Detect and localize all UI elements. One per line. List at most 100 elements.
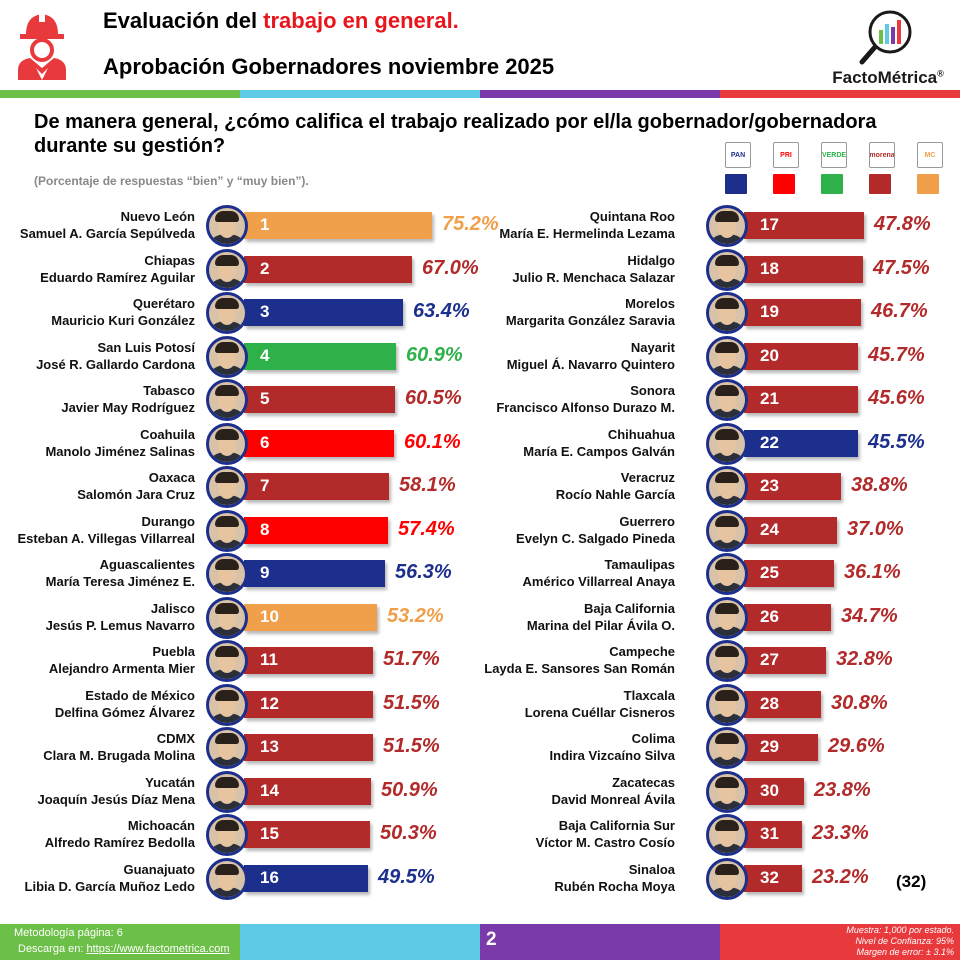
rank-number: 11 <box>260 650 278 669</box>
governor-row-3: Querétaro Mauricio Kuri González 3 63.4% <box>0 291 480 334</box>
governor-avatar <box>706 379 748 421</box>
governor-row-18: Hidalgo Julio R. Menchaca Salazar 18 47.5% <box>480 248 960 291</box>
approval-value: 23.8% <box>814 779 871 801</box>
page-title: Evaluación del trabajo en general. <box>103 8 459 34</box>
rank-number: 8 <box>260 520 270 539</box>
party-verde: VERDE <box>818 142 850 194</box>
governor-name: Marina del Pilar Ávila O. <box>526 618 675 633</box>
approval-value: 51.7% <box>383 648 440 670</box>
governor-label: Querétaro Mauricio Kuri González <box>0 295 195 329</box>
party-logo-mc: MC <box>917 142 943 168</box>
approval-value: 47.5% <box>873 257 930 279</box>
state-name: Puebla <box>152 644 195 659</box>
governor-name: Lorena Cuéllar Cisneros <box>524 705 675 720</box>
party-swatch-pri <box>773 174 795 194</box>
state-name: Michoacán <box>127 818 195 833</box>
governor-label: Nayarit Miguel Á. Navarro Quintero <box>480 339 675 373</box>
party-logo-pri: PRI <box>773 142 799 168</box>
governor-label: Tamaulipas Américo Villarreal Anaya <box>480 556 675 590</box>
logo-name: FactoMétrica <box>832 68 938 87</box>
governor-name: José R. Gallardo Cardona <box>36 357 195 372</box>
governor-name: Delfina Gómez Álvarez <box>54 705 195 720</box>
rank-number: 23 <box>760 476 779 495</box>
governor-row-6: Coahuila Manolo Jiménez Salinas 6 60.1% <box>0 422 480 465</box>
state-name: Durango <box>141 514 195 529</box>
approval-value: 51.5% <box>383 692 440 714</box>
rank-number: 16 <box>260 868 279 887</box>
rank-number: 7 <box>260 476 270 495</box>
download-note: Descarga en: https://www.factometrica.co… <box>18 943 230 955</box>
governor-name: Evelyn C. Salgado Pineda <box>516 531 675 546</box>
page-number: 2 <box>486 929 497 950</box>
governor-avatar <box>706 466 748 508</box>
governor-avatar <box>706 858 748 900</box>
state-name: Tamaulipas <box>604 557 675 572</box>
rank-number: 3 <box>260 302 270 321</box>
governor-name: Javier May Rodríguez <box>61 400 195 415</box>
approval-value: 46.7% <box>871 300 928 322</box>
download-link[interactable]: https://www.factometrica.com <box>86 943 230 955</box>
governor-name: Américo Villarreal Anaya <box>522 574 675 589</box>
approval-bar <box>244 212 432 239</box>
approval-bar <box>744 865 802 892</box>
approval-bar <box>744 647 826 674</box>
state-name: Chihuahua <box>607 427 675 442</box>
approval-value: 45.6% <box>868 387 925 409</box>
approval-bar <box>744 734 818 761</box>
approval-bar <box>244 734 373 761</box>
governor-name: Esteban A. Villegas Villarreal <box>17 531 195 546</box>
governor-row-28: Tlaxcala Lorena Cuéllar Cisneros 28 30.8% <box>480 683 960 726</box>
governor-row-10: Jalisco Jesús P. Lemus Navarro 10 53.2% <box>0 596 480 639</box>
governor-label: San Luis Potosí José R. Gallardo Cardona <box>0 339 195 373</box>
approval-value: 53.2% <box>387 605 444 627</box>
governor-label: Campeche Layda E. Sansores San Román <box>480 643 675 677</box>
governor-avatar <box>706 292 748 334</box>
governor-name: Alfredo Ramírez Bedolla <box>44 835 195 850</box>
governor-label: Guerrero Evelyn C. Salgado Pineda <box>480 513 675 547</box>
state-name: Sonora <box>630 383 675 398</box>
state-name: Morelos <box>625 296 675 311</box>
governor-name: Layda E. Sansores San Román <box>484 661 675 676</box>
governor-label: Nuevo León Samuel A. García Sepúlveda <box>0 208 195 242</box>
approval-bar <box>744 604 831 631</box>
approval-value: 49.5% <box>378 866 435 888</box>
party-legend: PAN PRI VERDE morena MC <box>722 142 954 196</box>
governor-label: Baja California Sur Víctor M. Castro Cosí… <box>480 817 675 851</box>
governor-row-14: Yucatán Joaquín Jesús Díaz Mena 14 50.9% <box>0 770 480 813</box>
governor-label: Aguascalientes María Teresa Jiménez E. <box>0 556 195 590</box>
survey-meta: Muestra: 1,000 por estado. Nivel de Conf… <box>740 925 954 960</box>
state-name: Sinaloa <box>628 862 675 877</box>
party-pri: PRI <box>770 142 802 194</box>
state-name: CDMX <box>156 731 195 746</box>
governor-avatar <box>206 205 248 247</box>
approval-value: 51.5% <box>383 735 440 757</box>
governor-avatar <box>706 510 748 552</box>
governor-label: Morelos Margarita González Saravia <box>480 295 675 329</box>
state-name: Baja California Sur <box>558 818 675 833</box>
approval-bar <box>244 386 395 413</box>
party-morena: morena <box>866 142 898 194</box>
party-swatch-mc <box>917 174 939 194</box>
governor-label: Yucatán Joaquín Jesús Díaz Mena <box>0 774 196 808</box>
governor-name: Eduardo Ramírez Aguilar <box>40 270 195 285</box>
state-name: Nuevo León <box>120 209 195 224</box>
governor-avatar <box>706 205 748 247</box>
approval-bar <box>744 430 858 457</box>
approval-value: 45.5% <box>868 431 925 453</box>
state-name: Hidalgo <box>627 253 675 268</box>
footer-left <box>0 924 240 960</box>
governor-row-24: Guerrero Evelyn C. Salgado Pineda 24 37.0% <box>480 509 960 552</box>
governor-avatar <box>706 249 748 291</box>
footer: Metodología página: 6 Descarga en: https… <box>0 924 960 960</box>
margin-of-error: Margen de error: ± 3.1% <box>856 947 954 957</box>
approval-bar <box>744 256 863 283</box>
approval-bar <box>244 604 377 631</box>
governor-avatar <box>206 379 248 421</box>
governor-row-15: Michoacán Alfredo Ramírez Bedolla 15 50.3% <box>0 813 480 856</box>
download-prefix: Descarga en: <box>18 943 87 955</box>
governor-label: Colima Indira Vizcaíno Silva <box>480 730 675 764</box>
governor-row-22: Chihuahua María E. Campos Galván 22 45.5% <box>480 422 960 465</box>
governor-row-26: Baja California Marina del Pilar Ávila O.… <box>480 596 960 639</box>
governor-row-2: Chiapas Eduardo Ramírez Aguilar 2 67.0% <box>0 248 480 291</box>
state-name: Guanajuato <box>123 862 195 877</box>
